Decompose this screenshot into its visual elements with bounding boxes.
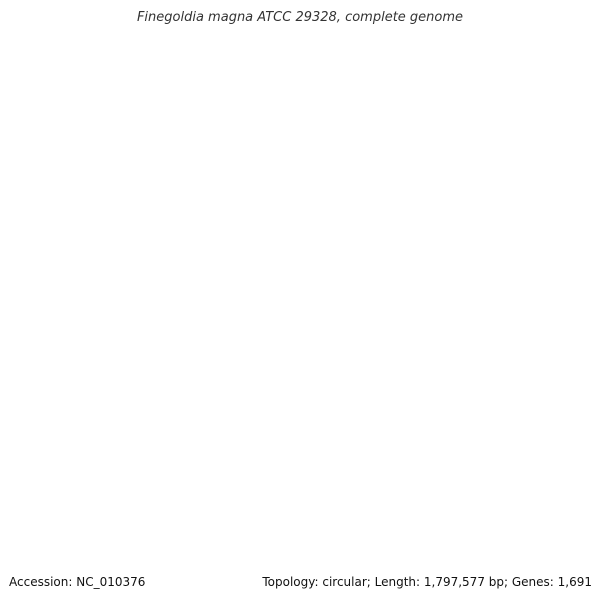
genome-summary-text: Topology: circular; Length: 1,797,577 bp… bbox=[262, 575, 592, 589]
map-title: Finegoldia magna ATCC 29328, complete ge… bbox=[136, 10, 464, 25]
accession-text: Accession: NC_010376 bbox=[9, 575, 146, 589]
